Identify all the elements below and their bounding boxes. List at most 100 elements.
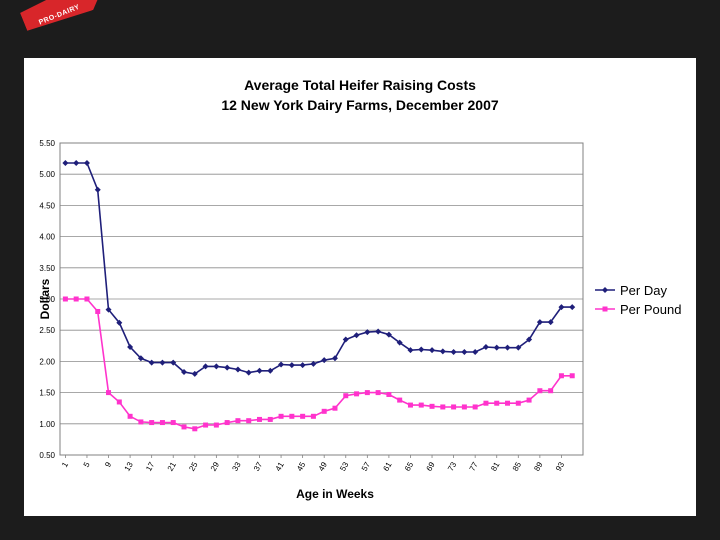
- data-point: [116, 399, 122, 405]
- data-point: [181, 369, 188, 376]
- gridlines: [60, 142, 583, 456]
- data-point: [213, 422, 219, 428]
- data-point: [386, 391, 392, 397]
- data-point: [493, 344, 500, 351]
- data-point: [278, 413, 284, 419]
- x-tick-label: 69: [425, 460, 438, 473]
- data-point: [149, 420, 155, 426]
- data-point: [95, 308, 101, 314]
- data-point: [385, 331, 392, 338]
- data-point: [278, 361, 285, 368]
- x-tick-label: 45: [295, 460, 308, 473]
- data-point: [375, 390, 381, 396]
- data-point: [159, 420, 165, 426]
- data-point: [62, 296, 68, 302]
- x-tick-label: 41: [274, 460, 287, 473]
- x-tick-labels: 1 5 9 13 17 21 25 29 33 37 41 45 49 53 57 61 65 69 73 77 81 8…: [60, 455, 566, 473]
- data-point: [83, 159, 90, 166]
- y-tick-label: 2.50: [39, 326, 55, 335]
- data-point: [256, 367, 263, 374]
- series-per-day: [62, 159, 576, 377]
- data-point: [310, 360, 317, 367]
- data-point: [537, 388, 543, 394]
- x-tick-label: 93: [554, 460, 567, 473]
- data-point: [505, 400, 511, 406]
- y-tick-label: 1.50: [39, 389, 55, 398]
- y-tick-label: 4.00: [39, 233, 55, 242]
- y-tick-label: 3.00: [39, 295, 55, 304]
- x-tick-label: 65: [403, 460, 416, 473]
- data-point: [547, 319, 554, 326]
- series-line: [65, 162, 573, 375]
- data-point: [138, 419, 144, 425]
- series-line: [65, 298, 573, 430]
- data-point: [331, 355, 338, 362]
- data-point: [450, 349, 457, 356]
- data-point: [375, 328, 382, 335]
- data-point: [148, 359, 155, 366]
- series-per-pound: [62, 296, 575, 432]
- legend-label: Per Pound: [620, 302, 681, 317]
- data-point: [203, 422, 209, 428]
- data-point: [342, 336, 349, 343]
- y-tick-label: 4.50: [39, 201, 55, 210]
- data-point: [234, 366, 241, 373]
- data-point: [73, 296, 79, 302]
- data-point: [364, 329, 371, 336]
- data-point: [170, 420, 176, 426]
- data-point: [440, 404, 446, 410]
- data-point: [73, 159, 80, 166]
- y-tick-label: 0.50: [39, 451, 55, 460]
- x-tick-label: 5: [82, 460, 92, 469]
- data-point: [482, 344, 489, 351]
- data-point: [246, 418, 252, 424]
- y-tick-label: 5.00: [39, 170, 55, 179]
- x-tick-label: 53: [338, 460, 351, 473]
- data-point: [245, 369, 252, 376]
- data-point: [84, 296, 90, 302]
- data-point: [213, 363, 220, 370]
- series-lines: [62, 159, 576, 432]
- data-point: [397, 397, 403, 403]
- data-point: [536, 319, 543, 326]
- line-chart: Average Total Heifer Raising Costs 12 Ne…: [38, 77, 681, 501]
- x-tick-label: 13: [123, 460, 136, 473]
- data-point: [235, 418, 241, 424]
- data-point: [170, 359, 177, 366]
- data-point: [267, 416, 273, 422]
- y-tick-labels: 0.50 1.00 1.50 2.00 2.50 3.00 3.50 4.00 4.50 5.00…: [39, 139, 55, 460]
- data-point: [569, 373, 575, 379]
- data-point: [472, 404, 478, 410]
- data-point: [321, 357, 328, 364]
- y-tick-label: 3.50: [39, 264, 55, 273]
- data-point: [515, 400, 521, 406]
- data-point: [429, 403, 435, 409]
- data-point: [396, 339, 403, 346]
- data-point: [483, 400, 489, 406]
- data-point: [202, 363, 209, 370]
- data-point: [116, 319, 123, 326]
- data-point: [256, 416, 262, 422]
- x-axis-label: Age in Weeks: [296, 487, 374, 501]
- data-point: [439, 348, 446, 355]
- x-tick-label: 85: [511, 460, 524, 473]
- data-point: [569, 304, 576, 311]
- data-point: [472, 349, 479, 356]
- data-point: [332, 405, 338, 411]
- data-point: [299, 362, 306, 369]
- data-point: [300, 413, 306, 419]
- legend-label: Per Day: [620, 283, 667, 298]
- y-tick-label: 2.00: [39, 357, 55, 366]
- data-point: [515, 344, 522, 351]
- data-point: [407, 402, 413, 408]
- y-tick-label: 5.50: [39, 139, 55, 148]
- legend: Per Day Per Pound: [595, 283, 681, 317]
- pro-dairy-banner: [18, 0, 107, 36]
- x-tick-label: 77: [468, 460, 481, 473]
- x-tick-label: 49: [317, 460, 330, 473]
- data-point: [224, 420, 230, 426]
- data-point: [558, 373, 564, 379]
- data-point: [548, 388, 554, 394]
- data-point: [137, 355, 144, 362]
- data-point: [418, 402, 424, 408]
